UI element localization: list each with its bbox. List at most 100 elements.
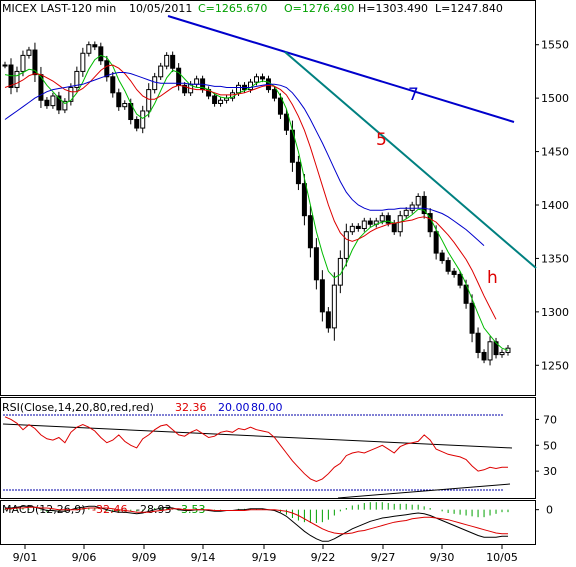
rsi-tick-label: 70	[543, 413, 557, 426]
trendline-label-h: h	[487, 268, 498, 288]
symbol-label: MICEX LAST-120 min	[2, 2, 116, 15]
price-bar	[74, 70, 80, 88]
price-bar	[343, 231, 349, 259]
price-tick-label: 1250	[541, 359, 569, 372]
price-tick-label: 1350	[541, 252, 569, 265]
price-bar	[92, 44, 98, 48]
price-bar	[20, 54, 26, 72]
price-bar	[391, 222, 397, 233]
price-bar	[254, 76, 259, 83]
price-bar	[134, 119, 140, 129]
price-bar	[475, 332, 481, 353]
price-bar	[104, 60, 110, 78]
x-tick-label: 9/19	[252, 551, 277, 564]
price-bar	[98, 46, 104, 62]
price-bar	[331, 284, 337, 329]
ma-line	[4, 64, 497, 320]
price-bar	[271, 89, 277, 99]
price-bar	[68, 86, 74, 102]
macd-tick-label: 0	[546, 504, 553, 517]
rsi-value: 32.36	[175, 401, 207, 414]
price-tick-label: 1400	[541, 199, 569, 212]
price-bar	[283, 113, 289, 131]
price-bar	[409, 204, 415, 211]
moving-averages	[4, 54, 509, 351]
macd-series	[5, 505, 508, 542]
x-tick-label: 10/05	[486, 551, 518, 564]
trendline-5	[284, 51, 537, 269]
price-bar	[319, 279, 325, 313]
price-bar	[439, 252, 445, 262]
price-bar	[313, 247, 319, 281]
price-bar	[415, 195, 421, 206]
price-panel-frame	[0, 0, 536, 396]
price-bar	[349, 225, 355, 233]
open-label: O=1276.490	[284, 2, 354, 15]
price-bar	[445, 260, 451, 272]
price-tick-label: 1450	[541, 146, 569, 159]
rsi-line	[4, 416, 508, 483]
price-bar	[182, 84, 188, 94]
price-bar	[158, 65, 164, 78]
price-bar	[379, 215, 385, 222]
price-bar	[295, 161, 301, 185]
ma-line	[4, 72, 485, 246]
x-tick-label: 9/30	[430, 551, 455, 564]
price-bar	[80, 52, 86, 72]
price-tick-label: 1300	[541, 306, 569, 319]
rsi-tick-label: 50	[543, 439, 557, 452]
macd-value: -32.46	[92, 503, 127, 516]
price-axis: 1550 1500 1450 1400 1350 1300 1250	[535, 39, 569, 372]
price-bar	[140, 110, 146, 129]
price-bar	[355, 225, 361, 230]
x-tick-label: 9/27	[371, 551, 396, 564]
price-bar	[301, 183, 307, 217]
rsi-tick-label: 30	[543, 465, 557, 478]
x-tick-label: 9/22	[311, 551, 336, 564]
price-bar	[325, 311, 331, 329]
price-bar	[56, 95, 62, 111]
price-bar	[122, 102, 128, 108]
price-bars	[2, 41, 511, 366]
price-bar	[451, 270, 457, 275]
price-bar	[26, 49, 32, 56]
rsi-trendline-bottom	[337, 483, 511, 499]
price-bar	[367, 220, 373, 225]
trendline-7	[167, 15, 515, 123]
macd-axis: 0	[535, 504, 553, 517]
rsi-upper-value: 80.00	[251, 401, 283, 414]
price-bar	[469, 302, 475, 334]
price-bar	[499, 351, 505, 356]
x-tick-label: 9/14	[191, 551, 216, 564]
price-bar	[361, 220, 367, 230]
price-bar	[116, 92, 122, 108]
price-bar	[218, 99, 224, 104]
price-bar	[259, 76, 265, 80]
price-bar	[433, 231, 439, 254]
macd-line	[5, 505, 508, 542]
price-bar	[152, 76, 158, 91]
macd-signal-line	[5, 506, 508, 535]
price-bar	[86, 44, 92, 54]
price-bar	[164, 54, 170, 67]
price-bar	[277, 97, 283, 115]
price-bar	[170, 54, 176, 69]
price-tick-label: 1550	[541, 39, 569, 52]
price-bar	[421, 195, 427, 215]
price-bar	[50, 95, 56, 107]
price-bar	[212, 95, 218, 104]
macd-panel-frame	[0, 500, 536, 545]
rsi-trendline-top	[2, 423, 513, 449]
x-axis: 9/01 9/06 9/09 9/14 9/19 9/22 9/27 9/30 10/05	[13, 544, 518, 564]
price-bar	[32, 49, 38, 76]
price-bar	[110, 76, 116, 94]
price-bar	[403, 209, 409, 217]
price-bar	[457, 273, 463, 286]
price-bar	[487, 341, 493, 361]
price-bar	[146, 89, 152, 112]
price-bar	[236, 84, 242, 94]
x-tick-label: 9/09	[132, 551, 157, 564]
price-bar	[8, 64, 14, 88]
price-bar	[397, 215, 403, 233]
